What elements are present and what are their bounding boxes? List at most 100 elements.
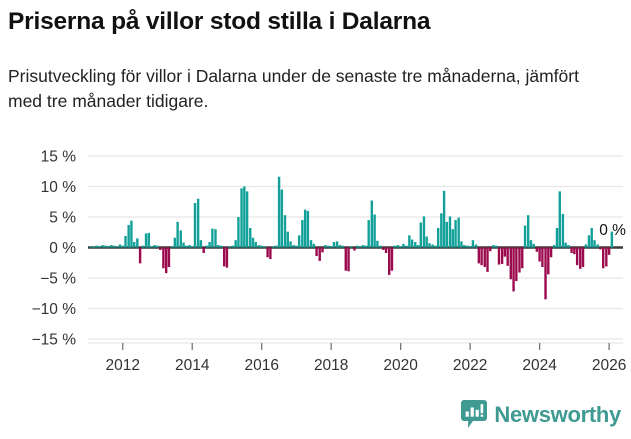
- bar[interactable]: [599, 247, 602, 250]
- bar[interactable]: [564, 242, 567, 248]
- bar[interactable]: [382, 247, 385, 250]
- bar[interactable]: [396, 245, 400, 248]
- bar[interactable]: [442, 190, 446, 248]
- bar[interactable]: [515, 247, 518, 282]
- bar[interactable]: [275, 245, 278, 248]
- newsworthy-logo[interactable]: Newsworthy: [461, 400, 621, 429]
- bar[interactable]: [306, 210, 310, 248]
- bar[interactable]: [376, 240, 379, 248]
- bar[interactable]: [167, 247, 171, 268]
- bar[interactable]: [188, 245, 191, 248]
- bar[interactable]: [590, 227, 593, 248]
- bar[interactable]: [419, 222, 423, 248]
- bar[interactable]: [575, 247, 579, 266]
- bar[interactable]: [280, 189, 284, 248]
- bar[interactable]: [191, 246, 194, 248]
- bar[interactable]: [468, 246, 472, 248]
- bar[interactable]: [466, 245, 469, 248]
- bar[interactable]: [463, 245, 466, 248]
- bar[interactable]: [243, 186, 246, 248]
- bar[interactable]: [509, 247, 512, 280]
- bar[interactable]: [445, 221, 449, 248]
- bar[interactable]: [245, 191, 249, 248]
- bar[interactable]: [335, 241, 339, 248]
- bar[interactable]: [353, 247, 356, 251]
- bar[interactable]: [440, 213, 443, 248]
- bar[interactable]: [271, 246, 275, 248]
- bar[interactable]: [416, 245, 420, 248]
- bar[interactable]: [607, 247, 611, 255]
- bar[interactable]: [295, 245, 298, 248]
- bar[interactable]: [593, 240, 596, 248]
- bar[interactable]: [529, 240, 533, 248]
- bar[interactable]: [89, 246, 92, 248]
- bar[interactable]: [173, 237, 177, 248]
- bar[interactable]: [436, 227, 440, 248]
- bar[interactable]: [130, 220, 133, 248]
- bar[interactable]: [257, 245, 261, 248]
- bar[interactable]: [329, 246, 333, 248]
- bar[interactable]: [219, 245, 223, 248]
- bar[interactable]: [495, 245, 498, 248]
- bar[interactable]: [234, 240, 237, 248]
- bar[interactable]: [153, 245, 156, 248]
- bar[interactable]: [101, 245, 104, 248]
- bar[interactable]: [408, 235, 411, 248]
- bar[interactable]: [399, 246, 402, 248]
- bar[interactable]: [579, 247, 582, 269]
- bar[interactable]: [141, 245, 145, 248]
- bar[interactable]: [503, 247, 507, 257]
- bar[interactable]: [196, 198, 200, 248]
- bar[interactable]: [544, 247, 547, 300]
- bar[interactable]: [289, 241, 292, 248]
- bar[interactable]: [286, 231, 289, 248]
- bar[interactable]: [202, 247, 205, 253]
- bar[interactable]: [321, 247, 324, 253]
- bar[interactable]: [179, 230, 182, 248]
- bar[interactable]: [356, 245, 359, 248]
- bar[interactable]: [260, 245, 263, 248]
- bar[interactable]: [451, 229, 454, 248]
- bar[interactable]: [500, 247, 504, 264]
- bar[interactable]: [164, 247, 168, 274]
- bar[interactable]: [492, 245, 495, 248]
- bar[interactable]: [251, 237, 255, 248]
- bar[interactable]: [110, 245, 113, 248]
- bar[interactable]: [460, 241, 463, 248]
- bar[interactable]: [115, 246, 119, 248]
- bar[interactable]: [156, 245, 159, 248]
- bar[interactable]: [379, 245, 382, 248]
- bar[interactable]: [474, 244, 478, 248]
- bar[interactable]: [605, 247, 608, 267]
- bar[interactable]: [431, 244, 434, 248]
- bar[interactable]: [410, 239, 414, 248]
- bar[interactable]: [414, 242, 417, 248]
- bar[interactable]: [92, 246, 96, 249]
- bar[interactable]: [547, 247, 550, 275]
- bar[interactable]: [225, 247, 229, 268]
- bar[interactable]: [318, 247, 321, 261]
- bar[interactable]: [127, 224, 130, 248]
- bar[interactable]: [521, 247, 524, 269]
- bar[interactable]: [555, 227, 559, 248]
- bar[interactable]: [549, 247, 553, 258]
- bar[interactable]: [147, 232, 150, 248]
- bar[interactable]: [402, 243, 405, 248]
- bar[interactable]: [428, 243, 431, 248]
- bar[interactable]: [512, 247, 515, 292]
- bar[interactable]: [341, 245, 344, 248]
- bar[interactable]: [217, 245, 220, 248]
- bar[interactable]: [535, 247, 539, 252]
- bar[interactable]: [301, 220, 304, 248]
- bar[interactable]: [263, 246, 266, 248]
- bar[interactable]: [422, 216, 426, 248]
- bar[interactable]: [486, 247, 489, 272]
- bar[interactable]: [144, 233, 148, 248]
- bar[interactable]: [193, 202, 197, 248]
- bar[interactable]: [106, 246, 110, 248]
- bar[interactable]: [347, 247, 350, 272]
- bar[interactable]: [228, 246, 231, 248]
- bar[interactable]: [358, 246, 362, 248]
- bar[interactable]: [370, 200, 374, 248]
- bar[interactable]: [390, 247, 394, 271]
